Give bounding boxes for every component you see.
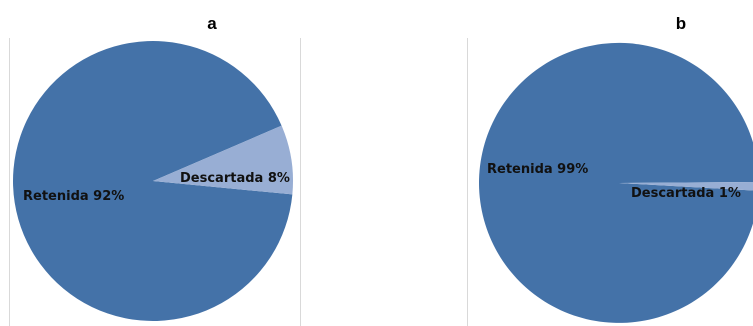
pie-slice-retenida-a xyxy=(13,41,293,322)
panel-title-a: a xyxy=(207,14,217,33)
pie-slice-retenida-b xyxy=(479,42,753,323)
slice-label-descartada-a: Descartada 8% xyxy=(180,171,290,186)
slice-label-descartada-b: Descartada 1% xyxy=(631,186,741,201)
slice-label-retenida-a: Retenida 92% xyxy=(23,189,124,204)
pie-slice-descartada-b xyxy=(619,182,753,191)
slice-label-retenida-b: Retenida 99% xyxy=(487,162,588,177)
pie-chart-b: b Retenida 99% Descartada 1% xyxy=(479,14,753,323)
panel-title-b: b xyxy=(676,14,686,33)
pie-chart-a: a Retenida 92% Descartada 8% xyxy=(13,14,294,322)
pie-slice-descartada-a xyxy=(153,125,294,195)
